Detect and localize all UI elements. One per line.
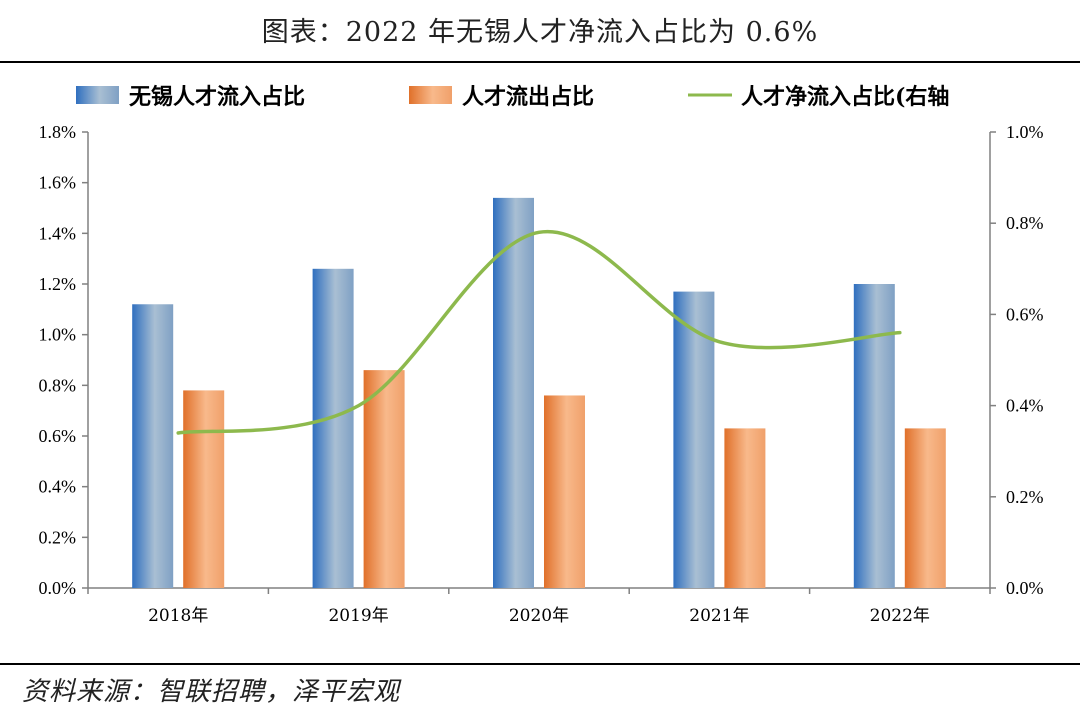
outflow-bar xyxy=(183,390,225,588)
x-tick-label: 2018年 xyxy=(148,606,208,626)
y-right-tick-label: 0.4% xyxy=(1006,396,1044,416)
x-tick-label: 2022年 xyxy=(870,606,930,626)
y-left-tick-label: 1.2% xyxy=(39,274,77,294)
y-right-tick-label: 0.2% xyxy=(1006,487,1044,507)
x-tick-label: 2019年 xyxy=(328,606,388,626)
y-axis-right-ticks: 0.0% 0.2% 0.4% 0.6% 0.8% 1.0% xyxy=(990,122,1044,598)
y-right-tick-label: 1.0% xyxy=(1006,122,1044,142)
y-right-tick-label: 0.0% xyxy=(1006,578,1044,598)
y-left-tick-label: 0.0% xyxy=(39,578,77,598)
net-inflow-line-layer xyxy=(176,229,902,435)
axes xyxy=(87,132,991,589)
legend-label-inflow: 无锡人才流入占比 xyxy=(129,84,305,110)
source-note: 资料来源：智联招聘，泽平宏观 xyxy=(22,677,401,707)
x-axis-ticks: 2018年 2019年 2020年 2021年 2022年 xyxy=(87,588,991,626)
bars xyxy=(132,197,946,588)
outflow-bar xyxy=(544,395,585,588)
combo-chart: 无锡人才流入占比 人才流出占比 人才净流入占比(右轴 0.0%0.2%0.4%0… xyxy=(39,84,1044,626)
inflow-bar xyxy=(853,284,895,588)
y-left-tick-label: 1.0% xyxy=(39,325,77,345)
inflow-bar xyxy=(132,304,174,588)
y-left-tick-label: 1.4% xyxy=(39,223,77,243)
y-right-tick-label: 0.6% xyxy=(1006,304,1044,324)
outflow-bar xyxy=(363,370,405,588)
inflow-bar xyxy=(312,268,354,588)
y-left-tick-label: 0.8% xyxy=(39,375,77,395)
legend: 无锡人才流入占比 人才流出占比 人才净流入占比(右轴 xyxy=(76,84,949,110)
y-left-tick-label: 0.6% xyxy=(39,426,77,446)
top-rule xyxy=(0,61,1080,63)
outflow-bar xyxy=(904,428,946,588)
y-left-tick-label: 1.8% xyxy=(39,122,77,142)
y-axis-left-ticks: 0.0% 0.2% 0.4% 0.6% 0.8% 1.0% 1.2% 1.4% 1.6% 1.8% xyxy=(39,122,88,598)
y-left-tick-label: 0.2% xyxy=(39,527,77,547)
inflow-bar xyxy=(493,197,534,588)
y-left-tick-label: 0.4% xyxy=(39,477,77,497)
legend-label-outflow: 人才流出占比 xyxy=(462,84,594,110)
legend-swatch-inflow xyxy=(76,86,119,104)
legend-swatch-outflow xyxy=(409,86,452,104)
chart-title: 图表：2022 年无锡人才净流入占比为 0.6% xyxy=(261,17,819,48)
bottom-rule xyxy=(0,663,1080,665)
net-inflow-line xyxy=(176,229,902,435)
y-right-tick-label: 0.8% xyxy=(1006,213,1044,233)
outflow-bar xyxy=(724,428,766,588)
legend-label-net: 人才净流入占比(右轴 xyxy=(741,84,949,110)
x-tick-label: 2020年 xyxy=(509,606,569,626)
x-tick-label: 2021年 xyxy=(689,606,749,626)
y-left-tick-label: 1.6% xyxy=(39,173,77,193)
inflow-bar xyxy=(673,291,715,588)
